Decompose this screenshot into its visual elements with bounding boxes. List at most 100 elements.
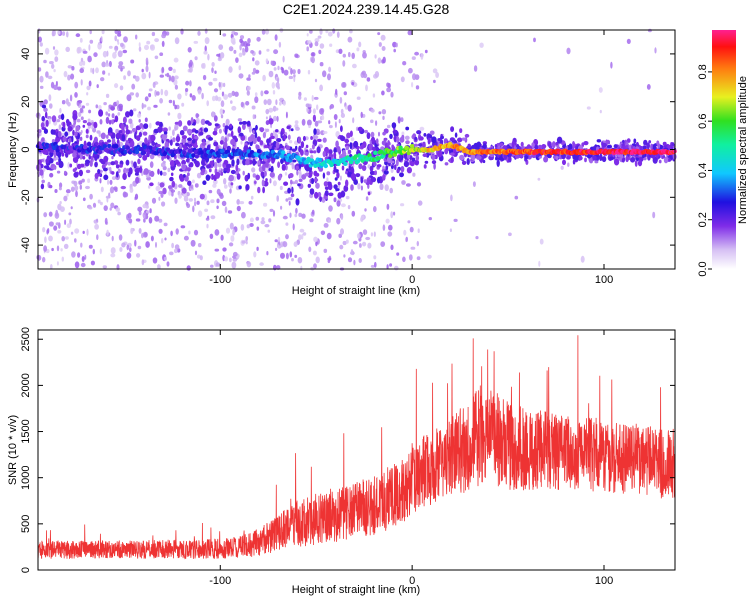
spectrogram-cell [206,100,209,107]
spectrogram-cell [185,88,189,92]
spectrogram-cell [210,199,215,204]
spectrogram-cell [298,212,303,217]
spectrogram-cell [150,44,155,51]
spectrogram-cell [376,138,379,145]
spectrogram-cell [273,67,277,71]
spectrogram-cell [508,156,512,163]
spectrogram-cell [60,113,65,121]
spectrogram-cell [402,61,407,66]
spectrogram-cell [179,143,183,150]
spectrogram-cell [43,245,47,252]
spectrogram-ridge-cell [373,150,378,155]
spectrogram-cell [161,40,165,48]
spectrogram-cell [202,180,207,185]
spectrogram-cell [102,70,106,75]
spectrogram-cell [357,183,361,190]
spectrogram-cell [242,170,245,176]
spectrogram-cell [142,131,148,136]
spectrogram-cell [276,195,280,202]
spectrogram-cell [390,211,394,219]
spectrogram-cell [174,75,179,80]
spectrogram-cell [347,257,353,263]
spectrogram-cell [197,30,201,36]
spectrogram-cell [158,190,164,195]
spectrogram-cell [336,146,341,153]
spectrogram-cell [327,73,331,81]
spectrogram-cell [534,144,539,150]
spectrogram-cell [39,85,44,89]
spectrogram-cell [110,202,115,209]
spectrogram-cell [201,168,206,173]
spectrogram-cell [338,119,341,124]
spectrogram-cell [105,116,110,124]
spectrogram-cell [342,60,346,67]
spectrogram-cell [309,218,314,223]
spectrogram-cell [328,192,334,197]
spectrogram-cell [106,229,109,236]
spectrogram-cell [336,200,341,207]
spectrogram-cell [158,196,161,201]
spectrogram-cell [450,152,455,156]
spectrogram-cell [178,173,184,181]
spectrogram-cell [100,36,103,42]
spectrogram-cell [383,137,388,141]
spectrogram-cell [566,47,571,55]
spectrogram-cell [401,180,406,185]
spectrogram-cell [226,118,230,125]
spectrogram-cell [307,40,312,44]
spectrogram-cell [280,158,284,165]
spectrogram-cell [250,134,255,140]
spectrogram-cell [343,254,346,258]
spectrogram-cell [387,231,393,237]
spectrogram-cell [133,161,137,169]
spectrogram-cell [408,254,413,261]
spectrogram-cell [306,46,310,52]
y-tick-label: -40 [20,237,32,253]
spectrogram-cell [214,70,217,74]
colorbar-tick-label: 0.4 [697,163,709,178]
spectrogram-cell [158,218,163,223]
spectrogram-cell [59,206,65,213]
spectrogram-cell [76,163,82,170]
spectrogram-cell [42,256,46,263]
spectrogram-cell [281,164,285,171]
spectrogram-cell [51,247,54,252]
spectrogram-cell [176,104,180,110]
spectrogram-cell [218,128,222,134]
spectrogram-cell [188,230,191,235]
spectrogram-cell [78,111,82,117]
spectrogram-cell [201,158,207,167]
spectrogram-cell [252,57,255,62]
spectrogram-cell [389,133,393,140]
spectrogram-cell [367,242,372,249]
spectrogram-cell [304,166,308,171]
spectrogram-cell [631,145,634,150]
spectrogram-cell [586,106,591,110]
spectrogram-cell [377,57,382,64]
spectrogram-ridge-cell [376,156,381,161]
spectrogram-cell [350,249,354,255]
spectrogram-cell [272,115,278,122]
spectrogram-cell [671,142,675,147]
spectrogram-cell [135,176,140,184]
spectrogram-cell [313,135,319,139]
spectrogram-cell [143,123,149,129]
spectrogram-cell [161,201,166,207]
spectrogram-cell [123,192,129,198]
spectrogram-cell [175,228,179,235]
spectrogram-cell [151,31,156,37]
spectrogram-cell [154,38,160,43]
spectrogram-cell [245,240,248,245]
spectrogram-cell [392,129,398,134]
spectrogram-cell [134,131,137,140]
spectrogram-cell [326,171,331,176]
spectrogram-cell [371,136,375,143]
spectrogram-cell [435,72,439,78]
spectrogram-cell [154,55,159,60]
spectrogram-cell [201,141,207,146]
spectrogram-cell [657,143,661,149]
spectrogram-cell [157,181,160,186]
x-tick-label: 0 [409,274,415,286]
spectrogram-cell [280,66,284,71]
spectrogram-cell [48,117,51,125]
